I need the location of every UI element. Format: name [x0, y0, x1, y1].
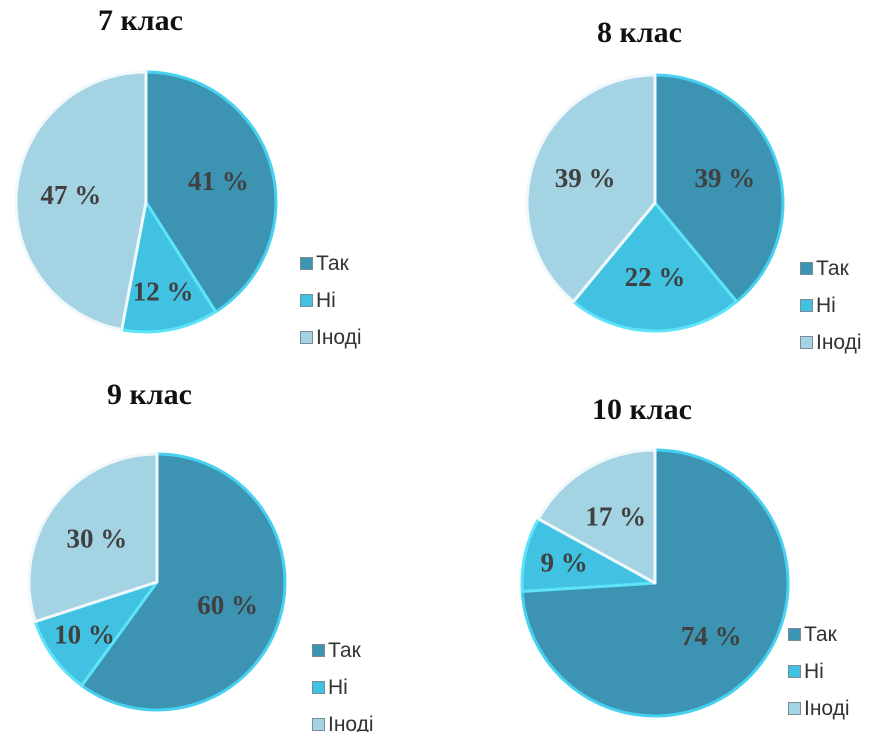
legend-swatch-inodi	[300, 331, 313, 344]
legend: Так Ні Іноді	[788, 616, 850, 727]
pie-chart: 41 % 12 % 47 %	[14, 70, 278, 334]
legend-swatch-inodi	[788, 702, 801, 715]
legend: Так Ні Іноді	[312, 632, 374, 732]
pie-slice-inodi	[525, 73, 657, 304]
legend-swatch-tak	[800, 262, 813, 275]
slice-label-tak: 41 %	[188, 166, 249, 196]
legend-item-ni: Ні	[800, 287, 862, 324]
slice-label-ni: 9 %	[540, 548, 587, 578]
legend-swatch-ni	[300, 294, 313, 307]
pie-slice-ni	[120, 200, 218, 334]
legend-item-inodi: Іноді	[800, 324, 862, 361]
legend: Так Ні Іноді	[800, 250, 862, 361]
pie-slice-tak	[80, 452, 287, 712]
slice-label-ni: 12 %	[133, 276, 194, 306]
legend-swatch-inodi	[800, 336, 813, 349]
legend-item-tak: Так	[800, 250, 862, 287]
slice-label-tak: 39 %	[695, 163, 756, 193]
slice-label-inodi: 47 %	[41, 180, 102, 210]
legend-swatch-tak	[300, 257, 313, 270]
pie-slice-inodi	[14, 70, 148, 332]
pie-chart: 39 % 22 % 39 %	[525, 73, 785, 333]
legend-item-tak: Так	[312, 632, 374, 669]
chart-title: 8 клас	[597, 16, 682, 49]
legend-swatch-ni	[800, 299, 813, 312]
legend-item-inodi: Іноді	[300, 319, 362, 356]
pie-chart: 60 % 10 % 30 %	[27, 452, 287, 712]
slice-label-inodi: 17 %	[585, 502, 646, 532]
slice-label-ni: 10 %	[54, 620, 115, 650]
legend-item-ni: Ні	[300, 282, 362, 319]
pie-chart: 74 % 9 % 17 %	[520, 448, 790, 718]
legend-item-tak: Так	[300, 245, 362, 282]
slice-label-tak: 74 %	[681, 621, 742, 651]
legend-item-inodi: Іноді	[312, 706, 374, 732]
legend-swatch-tak	[788, 628, 801, 641]
slice-label-inodi: 39 %	[555, 163, 616, 193]
slice-label-inodi: 30 %	[67, 523, 128, 553]
legend-swatch-tak	[312, 644, 325, 657]
pie-slice-ni	[571, 201, 739, 333]
chart-title: 7 клас	[98, 4, 183, 37]
slice-label-ni: 22 %	[625, 262, 686, 292]
legend-swatch-inodi	[312, 718, 325, 731]
pie-slice-inodi	[536, 448, 657, 585]
pie-slice-inodi	[27, 452, 159, 624]
legend-item-tak: Так	[788, 616, 850, 653]
chart-title: 10 клас	[592, 393, 692, 426]
pie-slice-ni	[33, 580, 159, 688]
legend-item-inodi: Іноді	[788, 690, 850, 727]
legend: Так Ні Іноді	[300, 245, 362, 356]
legend-item-ni: Ні	[788, 653, 850, 690]
legend-item-ni: Ні	[312, 669, 374, 706]
chart-title: 9 клас	[107, 378, 192, 411]
legend-swatch-ni	[788, 665, 801, 678]
legend-swatch-ni	[312, 681, 325, 694]
pie-slice-tak	[653, 73, 785, 304]
slice-label-tak: 60 %	[197, 590, 258, 620]
